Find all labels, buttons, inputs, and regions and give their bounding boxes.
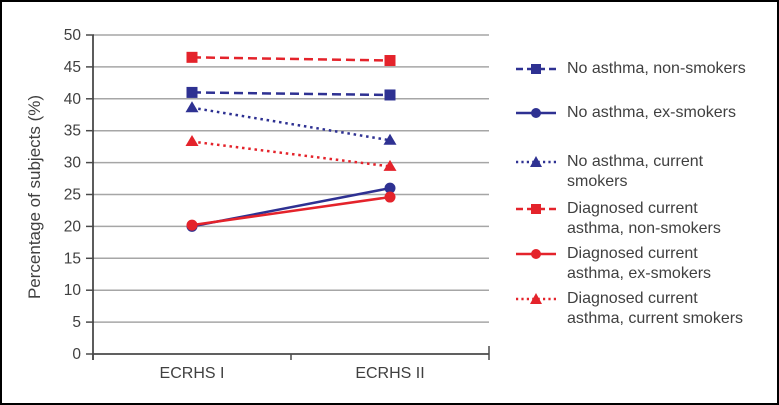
legend-label-line: smokers <box>567 173 628 190</box>
legend-label-line: No asthma, current <box>567 153 704 170</box>
legend-label-line: asthma, current smokers <box>567 310 744 327</box>
series-marker-square <box>384 55 396 67</box>
series-marker-square <box>186 51 198 63</box>
legend-label-line: Diagnosed current <box>567 245 698 262</box>
series-marker-square <box>384 89 396 101</box>
y-tick-label: 30 <box>64 155 82 172</box>
legend-circle-solid-icon <box>516 108 556 118</box>
y-tick-label: 50 <box>64 27 82 44</box>
series-marker-square <box>186 86 198 98</box>
y-axis-title: Percentage of subjects (%) <box>25 95 44 299</box>
legend-circle-solid-icon <box>516 249 556 259</box>
y-tick-label: 0 <box>72 346 81 363</box>
series-marker-triangle <box>185 101 199 113</box>
x-category-label: ECRHS II <box>355 365 424 382</box>
legend-item: No asthma, non-smokers <box>516 59 767 79</box>
legend-label: Diagnosed current asthma, current smokers <box>567 289 767 329</box>
y-tick-label: 45 <box>64 59 81 76</box>
legend-label-line: Diagnosed current <box>567 290 698 307</box>
legend-item: No asthma, current smokers <box>516 152 767 192</box>
legend-label: No asthma, non-smokers <box>567 59 767 79</box>
legend-label: Diagnosed current asthma, non-smokers <box>567 199 767 239</box>
series-marker-circle <box>186 219 198 231</box>
x-category-label: ECRHS I <box>160 365 225 382</box>
legend-label-line: No asthma, non-smokers <box>567 60 746 77</box>
series-marker-triangle <box>185 135 199 147</box>
y-tick-label: 15 <box>64 250 81 267</box>
y-tick-label: 5 <box>72 314 81 331</box>
y-tick-label: 20 <box>64 218 82 235</box>
series-marker-circle <box>384 191 396 203</box>
legend-label-line: Diagnosed current <box>567 200 698 217</box>
legend-label: No asthma, current smokers <box>567 152 767 192</box>
legend-square-dashed-icon <box>516 204 556 214</box>
y-tick-label: 25 <box>64 187 81 204</box>
legend-item: Diagnosed current asthma, current smokers <box>516 289 767 329</box>
y-tick-label: 40 <box>64 91 82 108</box>
legend-item: Diagnosed current asthma, non-smokers <box>516 199 767 239</box>
legend-triangle-dotted-icon <box>516 293 556 304</box>
legend-label: Diagnosed current asthma, ex-smokers <box>567 244 767 284</box>
series-marker-triangle <box>383 133 397 145</box>
series-marker-triangle <box>383 159 397 171</box>
legend-label-line: asthma, non-smokers <box>567 220 721 237</box>
series-line <box>191 91 391 97</box>
y-tick-label: 35 <box>64 123 81 140</box>
legend-label-line: asthma, ex-smokers <box>567 265 712 282</box>
series-line <box>191 140 391 168</box>
line-chart: 0 5 10 15 20 25 30 35 40 45 50 ECRHS I ECRHS II Perce… <box>25 27 490 382</box>
legend-triangle-dotted-icon <box>516 156 556 167</box>
series-marker-circle <box>384 182 396 194</box>
legend-label-line: No asthma, ex-smokers <box>567 104 736 121</box>
series-line <box>191 106 391 142</box>
legend-square-dashed-icon <box>516 64 556 74</box>
legend-label: No asthma, ex-smokers <box>567 103 767 123</box>
series-line <box>191 195 391 227</box>
legend-item: Diagnosed current asthma, ex-smokers <box>516 244 767 284</box>
y-tick-label: 10 <box>64 282 82 299</box>
legend-item: No asthma, ex-smokers <box>516 103 767 123</box>
series-line <box>191 56 391 62</box>
